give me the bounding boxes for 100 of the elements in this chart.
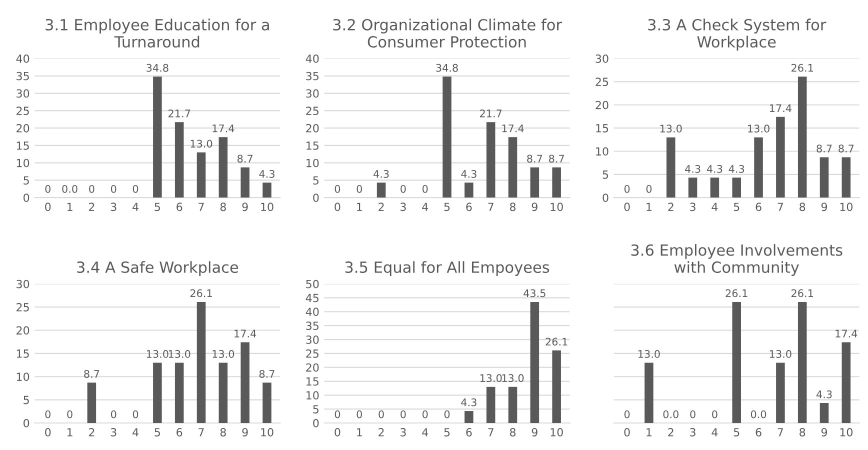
data-label: 26.1 <box>190 289 212 298</box>
chart-title: 3.1 Employee Education for a Turnaround <box>46 18 269 48</box>
bar <box>798 302 807 423</box>
data-label: 4.3 <box>816 390 832 398</box>
x-tick-label: 0 <box>334 202 340 212</box>
data-label: 13.0 <box>146 350 168 358</box>
x-tick-label: 1 <box>646 428 652 436</box>
x-tick-label: 0 <box>624 428 630 436</box>
x-tick-label: 8 <box>510 428 516 436</box>
x-tick-label: 8 <box>220 202 226 212</box>
x-tick-label: 5 <box>734 428 740 436</box>
x-tick-label: 4 <box>422 428 428 436</box>
x-tick-label: 5 <box>444 202 450 212</box>
x-tick-label: 8 <box>800 428 806 436</box>
x-tick-label: 2 <box>378 428 384 436</box>
y-tick-label: 15 <box>16 350 29 358</box>
x-tick-label: 6 <box>756 202 762 212</box>
bar <box>754 137 763 198</box>
data-label: 43.5 <box>524 289 546 298</box>
data-label: 0 <box>132 410 138 418</box>
bar <box>464 411 474 423</box>
data-label: 0 <box>110 184 116 193</box>
data-label: 21.7 <box>168 109 190 118</box>
x-tick-label: 1 <box>67 428 72 436</box>
x-tick-label: 3 <box>690 202 696 212</box>
bar <box>552 167 561 198</box>
y-tick-label: 15 <box>596 124 608 132</box>
bar <box>552 350 561 423</box>
y-tick-label: 25 <box>306 106 318 116</box>
x-tick-label: 6 <box>176 428 182 436</box>
x-tick-label: 4 <box>132 202 138 211</box>
data-label: 0.0 <box>750 410 766 418</box>
x-tick-label: 2 <box>668 428 674 436</box>
data-label: 13.0 <box>502 374 524 382</box>
y-tick-label: 35 <box>16 72 29 80</box>
bar <box>688 178 698 198</box>
x-tick-label: 9 <box>242 428 248 436</box>
x-tick-label: 6 <box>466 428 472 436</box>
bar <box>240 342 250 423</box>
data-label: 0 <box>45 410 50 418</box>
data-label: 4.3 <box>706 165 722 173</box>
data-label: 17.4 <box>212 124 234 132</box>
x-tick-label: 7 <box>778 428 784 436</box>
bar <box>842 157 851 198</box>
x-tick-label: 7 <box>488 202 494 211</box>
chart-title: 3.2 Organizational Climate for Consumer Protection <box>333 18 562 48</box>
bar <box>530 167 540 198</box>
bar <box>666 137 676 198</box>
data-label: 0 <box>444 410 450 418</box>
bar <box>87 382 96 423</box>
data-label: 4.3 <box>461 398 476 406</box>
data-label: 0.0 <box>62 184 78 193</box>
bar <box>820 403 829 423</box>
bar <box>508 386 518 423</box>
chart-title: 3.6 Employee Involvements with Community <box>631 244 842 276</box>
x-tick-label: 10 <box>550 428 563 436</box>
bar <box>218 137 228 198</box>
bar <box>153 362 162 423</box>
x-tick-label: 3 <box>400 202 406 212</box>
data-label: 0 <box>400 410 406 418</box>
x-tick-label: 3 <box>400 428 406 436</box>
y-tick-label: 25 <box>306 349 318 358</box>
data-label: 17.4 <box>234 330 256 338</box>
y-tick-label: 20 <box>306 363 319 372</box>
data-label: 13.0 <box>190 140 212 148</box>
data-label: 8.7 <box>549 154 564 163</box>
x-tick-label: 7 <box>488 428 494 436</box>
bar <box>776 116 785 198</box>
x-tick-label: 9 <box>821 202 828 212</box>
y-tick-label: 35 <box>306 72 318 80</box>
x-tick-label: 0 <box>45 202 51 212</box>
data-label: 0 <box>690 410 696 418</box>
x-tick-label: 10 <box>261 428 274 436</box>
data-label: 17.4 <box>502 124 524 132</box>
data-label: 0 <box>110 410 116 418</box>
data-label: 4.3 <box>461 170 476 178</box>
data-label: 26.1 <box>792 289 813 298</box>
y-tick-label: 0 <box>313 194 319 202</box>
x-tick-label: 10 <box>261 202 274 212</box>
x-tick-label: 6 <box>176 202 182 212</box>
data-label: 13.0 <box>480 374 502 382</box>
data-label: 0 <box>400 184 406 193</box>
data-label: 4.3 <box>374 170 389 178</box>
data-label: 8.7 <box>816 144 832 152</box>
bar <box>174 122 184 198</box>
bar <box>218 362 228 423</box>
data-label: 26.1 <box>792 64 813 72</box>
data-label: 4.3 <box>259 170 274 178</box>
chart-title: 3.4 A Safe Workplace <box>77 261 238 276</box>
y-tick-label: 10 <box>306 391 319 400</box>
y-tick-label: 5 <box>24 176 29 185</box>
x-tick-label: 4 <box>132 428 138 436</box>
x-tick-label: 7 <box>778 202 784 211</box>
data-label: 21.7 <box>480 109 502 118</box>
data-label: 0.0 <box>663 410 678 418</box>
y-tick-label: 30 <box>306 336 319 344</box>
data-label: 34.8 <box>436 64 458 72</box>
x-tick-label: 10 <box>840 428 853 436</box>
y-tick-label: 0 <box>24 418 30 428</box>
data-label: 13.0 <box>748 124 770 133</box>
